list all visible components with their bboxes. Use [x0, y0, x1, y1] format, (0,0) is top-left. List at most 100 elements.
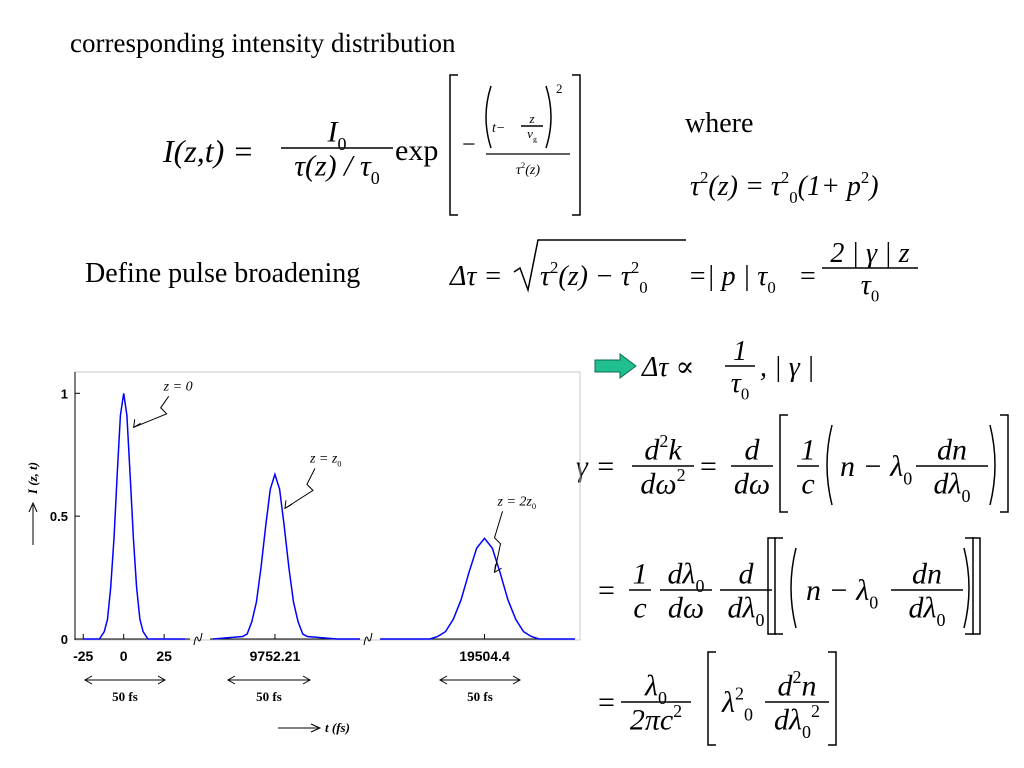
- bracket: [828, 651, 837, 746]
- text-piece: where: [685, 108, 753, 139]
- x-tick-label: 0: [120, 648, 128, 664]
- heading: corresponding intensity distribution: [70, 28, 456, 58]
- arrow-icon: [594, 353, 637, 379]
- annotation-arrowhead: [284, 500, 293, 510]
- equation-text: dn: [912, 557, 942, 590]
- y-axis-arrow: [28, 501, 38, 545]
- text-piece: z = z: [309, 451, 338, 466]
- text-piece: 0: [756, 610, 765, 630]
- text-piece: γ =: [576, 450, 616, 483]
- text-piece: 0: [869, 592, 878, 612]
- annotation-arrow: [133, 396, 170, 428]
- text-piece: 0: [639, 278, 647, 297]
- equation-text: 2 | γ | z: [830, 238, 909, 269]
- y-tick-label: 0.5: [50, 509, 68, 524]
- equation-text: −: [462, 132, 476, 158]
- text-piece: τ: [731, 368, 742, 399]
- text-piece: =: [598, 574, 615, 607]
- text-piece: τ: [690, 171, 701, 202]
- equation-text: z: [528, 111, 534, 126]
- text-piece: d: [644, 433, 660, 466]
- equation-text: 2: [556, 81, 563, 96]
- text-piece: 2: [735, 683, 744, 703]
- text-piece: dλ: [909, 592, 937, 625]
- bracket: [779, 414, 788, 513]
- text-piece: 2: [659, 431, 668, 451]
- text-piece: c: [633, 592, 646, 625]
- text-piece: n − λ: [806, 574, 869, 607]
- pulse-line: [380, 537, 575, 640]
- equation-text: Δτ ∝: [641, 352, 694, 383]
- parenthesis: [963, 547, 970, 629]
- text-piece: ): [867, 171, 878, 202]
- span-label: 50 fs: [112, 689, 138, 704]
- text-piece: dλ: [774, 704, 802, 737]
- text-piece: g: [533, 135, 537, 144]
- parenthesis: [790, 547, 797, 629]
- text-piece: 0: [696, 576, 705, 596]
- text-piece: I(z,t) =: [162, 133, 254, 169]
- text-piece: (z): [525, 163, 540, 178]
- equation-text: n − λ0: [806, 574, 878, 612]
- text-piece: exp: [395, 134, 438, 167]
- text-piece: dω: [734, 468, 770, 501]
- text-piece: λ: [721, 686, 735, 719]
- text-piece: 1: [733, 336, 747, 367]
- text-piece: =: [800, 261, 816, 292]
- annotation-arrow: [493, 511, 503, 573]
- equation-text: dn: [937, 433, 967, 466]
- axis-break: [363, 632, 373, 646]
- equation-text: exp: [395, 134, 438, 167]
- axis-break: [193, 632, 203, 646]
- annotation-arrow: [284, 468, 316, 509]
- y-axis-label: I (z, t): [25, 462, 40, 495]
- equation-text: =: [800, 261, 816, 292]
- equation-text: dω: [734, 468, 770, 501]
- equation-text: 1: [733, 336, 747, 367]
- text-piece: c: [801, 468, 814, 501]
- x-tick-label: 9752.21: [250, 648, 301, 664]
- pulse-annotation: z = z0: [309, 451, 342, 468]
- text-piece: z = 2z: [497, 494, 533, 509]
- y-tick-label: 0: [61, 632, 68, 647]
- y-tick-label: 1: [61, 386, 68, 401]
- annotation-arrowhead: [133, 419, 141, 429]
- bracket: [972, 537, 981, 635]
- bracket: [767, 537, 776, 635]
- x-tick-label: 25: [156, 648, 172, 664]
- text-piece: 1: [801, 433, 816, 466]
- text-piece: (z) = τ: [708, 171, 781, 202]
- equation-text: τ0: [861, 270, 879, 306]
- equation-text: dω2: [640, 465, 685, 501]
- pulse-line: [83, 393, 186, 640]
- equation-text: c: [801, 468, 814, 501]
- text-piece: =| p | τ: [688, 261, 768, 292]
- text-piece: 2: [781, 168, 789, 187]
- pulse-line: [213, 471, 360, 640]
- equation-text: d2n: [778, 667, 817, 703]
- equation-text: dλ0: [934, 468, 971, 506]
- annotation-arrowhead: [493, 564, 502, 574]
- equation-text: dλ0: [728, 592, 765, 630]
- text-piece: Define pulse broadening: [85, 258, 360, 289]
- equation-text: dω: [668, 592, 704, 625]
- parenthesis: [485, 85, 492, 149]
- text-piece: τ: [540, 261, 551, 292]
- text-piece: z = 0: [163, 379, 193, 394]
- text-piece: λ: [644, 669, 658, 702]
- x-tick-label: -25: [73, 648, 93, 664]
- where-label: where: [685, 108, 753, 139]
- text-piece: dλ: [934, 468, 962, 501]
- text-piece: dn: [912, 557, 942, 590]
- text-piece: τ(z) / τ: [294, 150, 372, 183]
- equation-text: λ20: [721, 683, 753, 724]
- text-piece: 0: [962, 486, 971, 506]
- text-piece: n − λ: [840, 450, 903, 483]
- equation-text: τ2(z) − τ20: [540, 258, 648, 297]
- equation-text: =| p | τ0: [688, 261, 776, 297]
- text-piece: 2: [700, 168, 708, 187]
- text-piece: Δτ ∝: [641, 352, 694, 383]
